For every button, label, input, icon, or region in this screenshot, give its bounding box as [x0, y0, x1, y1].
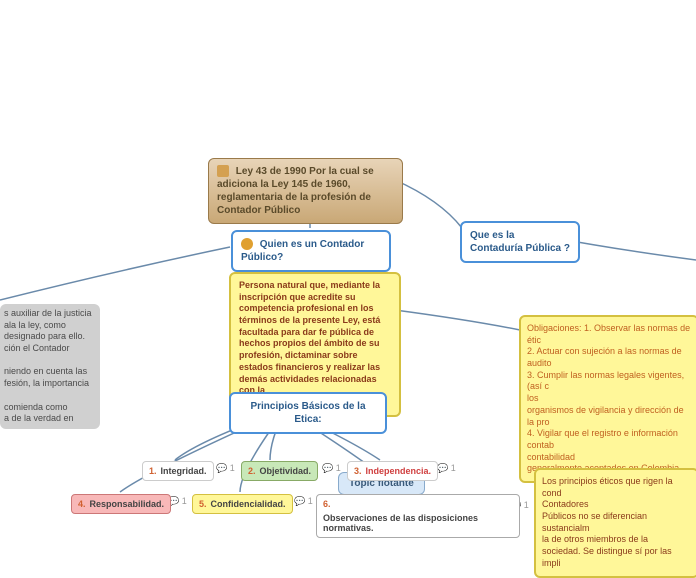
- pill-txt: Integridad.: [161, 466, 207, 476]
- contador-label: Quien es un Contador Público?: [241, 239, 364, 263]
- pill-txt: Independencia.: [366, 466, 432, 476]
- pill-num: 2.: [248, 466, 256, 476]
- obligaciones-text: Obligaciones: 1. Observar las normas de …: [527, 323, 691, 475]
- comment-icon[interactable]: 💬 1: [322, 463, 341, 474]
- root-text: Ley 43 de 1990 Por la cual se adiciona l…: [217, 166, 374, 216]
- node-left-gray: s auxiliar de la justicia ala la ley, co…: [0, 304, 100, 429]
- contaduria-label: Que es la Contaduría Pública ?: [470, 230, 570, 254]
- comment-icon[interactable]: 💬 1: [216, 463, 235, 474]
- pill-independencia[interactable]: 3. Independencia.: [347, 461, 438, 481]
- pill-integridad[interactable]: 1. Integridad.: [142, 461, 214, 481]
- pill-txt: Confidencialidad.: [211, 499, 286, 509]
- pill-objetividad[interactable]: 2. Objetividad.: [241, 461, 318, 481]
- node-contaduria[interactable]: Que es la Contaduría Pública ?: [460, 221, 580, 263]
- node-principios[interactable]: Principios Básicos de la Etica:: [229, 392, 387, 434]
- pill-txt: Responsabilidad.: [90, 499, 165, 509]
- persona-def-text: Persona natural que, mediante la inscrip…: [239, 280, 380, 407]
- left-gray-text: s auxiliar de la justicia ala la ley, co…: [4, 308, 92, 423]
- comment-icon[interactable]: 💬 1: [437, 463, 456, 474]
- pill-responsabilidad[interactable]: 4. Responsabilidad.: [71, 494, 171, 514]
- note-icon: [217, 165, 229, 177]
- pill-num: 3.: [354, 466, 362, 476]
- pill-confidencialidad[interactable]: 5. Confidencialidad.: [192, 494, 293, 514]
- comment-icon[interactable]: 💬 1: [294, 496, 313, 507]
- pill-num: 5.: [199, 499, 207, 509]
- pill-observaciones[interactable]: 6. Observaciones de las disposiciones no…: [316, 494, 520, 538]
- pill-num: 4.: [78, 499, 86, 509]
- pill-num: 6.: [323, 499, 331, 509]
- pill-txt: Objetividad.: [260, 466, 312, 476]
- root-node[interactable]: Ley 43 de 1990 Por la cual se adiciona l…: [208, 158, 403, 224]
- right-bottom-text: Los principios éticos que rigen la cond …: [542, 476, 673, 568]
- node-contador-publico[interactable]: Quien es un Contador Público?: [231, 230, 391, 272]
- node-right-bottom[interactable]: Los principios éticos que rigen la cond …: [534, 468, 696, 578]
- pill-num: 1.: [149, 466, 157, 476]
- node-obligaciones[interactable]: Obligaciones: 1. Observar las normas de …: [519, 315, 696, 483]
- pill-txt: Observaciones de las disposiciones norma…: [323, 513, 513, 533]
- principios-label: Principios Básicos de la Etica:: [250, 401, 365, 425]
- person-icon: [241, 238, 253, 250]
